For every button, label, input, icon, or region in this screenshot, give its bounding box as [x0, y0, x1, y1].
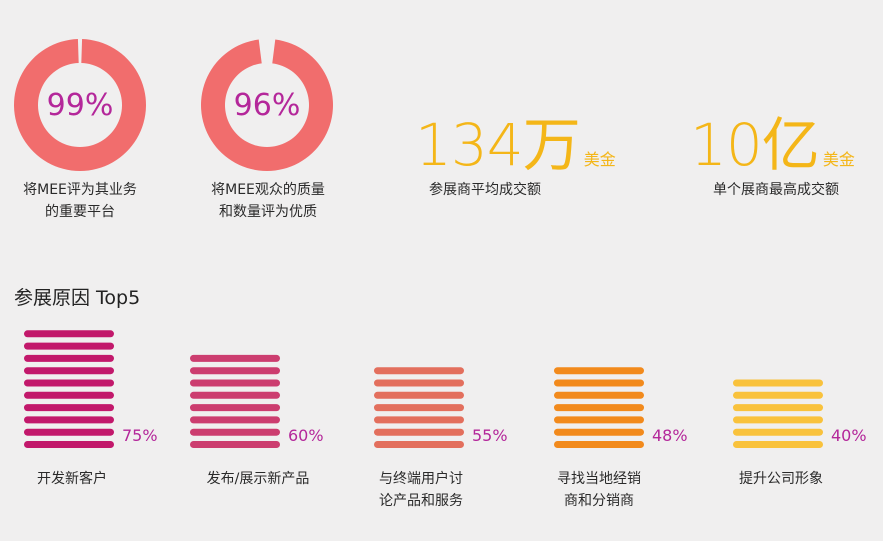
bar-2-stripe: [190, 391, 280, 399]
bar-5-stripe: [733, 379, 823, 387]
bar-1-category-line-1: 开发新客户: [37, 471, 107, 487]
bar-2-stripe: [190, 379, 280, 387]
bar-5-stripe: [733, 428, 823, 436]
donut-ring-1: [13, 39, 146, 172]
bar-2-stripe: [190, 367, 280, 375]
bar-2-stripe: [190, 428, 280, 436]
bar-1-stripe: [24, 428, 114, 436]
bar-4-stripe: [554, 441, 644, 448]
donut-caption-2-line-1: 将MEE观众的质量: [211, 182, 325, 198]
bar-5-category-label: 提升公司形象: [711, 468, 851, 490]
bar-1-stripe: [24, 379, 114, 387]
bar-1-stripe: [24, 367, 114, 375]
bar-2-category-label: 发布/展示新产品: [188, 468, 328, 490]
chart-title: 参展原因 Top5: [14, 287, 141, 309]
bar-3-stripe: [374, 416, 464, 424]
bar-1-value-label: 75%: [122, 426, 158, 445]
bar-4-category-label: 寻找当地经销 商和分销商: [529, 468, 669, 512]
big-stat-1: 134万 美金: [415, 98, 616, 182]
bar-2: [190, 354, 280, 448]
big-stat-1-caption: 参展商平均成交额: [429, 182, 541, 198]
bar-4-value-label: 48%: [652, 426, 688, 445]
bar-5-stripe: [733, 441, 823, 448]
donut-percent-1: 99%: [46, 87, 114, 123]
bar-4-stripe: [554, 428, 644, 436]
bar-3: [374, 367, 464, 448]
bar-5-stripe: [733, 391, 823, 399]
bar-3-stripe: [374, 379, 464, 387]
big-stat-2-caption: 单个展商最高成交额: [713, 182, 839, 198]
bar-1: [24, 330, 114, 448]
bar-3-stripe: [374, 441, 464, 448]
big-stat-2-unit: 美金: [822, 150, 855, 169]
bar-3-stripe: [374, 391, 464, 399]
bar-4-stripe: [554, 379, 644, 387]
bar-1-stripe: [24, 342, 114, 350]
bar-3-stripe: [374, 367, 464, 375]
bar-4: [554, 367, 644, 448]
donut-chart-2: 96%: [200, 38, 334, 172]
bar-2-value-label: 60%: [288, 426, 324, 445]
bar-2-stripe: [190, 404, 280, 412]
bar-1-stripe: [24, 330, 114, 338]
bar-5-value-label: 40%: [831, 426, 867, 445]
bar-2-stripe: [190, 354, 280, 362]
big-stat-1-unit: 美金: [583, 150, 616, 169]
bar-4-stripe: [554, 391, 644, 399]
donut-caption-1: 将MEE评为其业务 的重要平台: [20, 179, 140, 223]
bar-3-stripe: [374, 428, 464, 436]
bar-4-stripe: [554, 404, 644, 412]
bar-1-stripe: [24, 441, 114, 448]
donut-arc-2: [201, 39, 333, 171]
donut-arc-1: [13, 39, 146, 172]
bar-5-category-line-1: 提升公司形象: [739, 471, 823, 487]
donut-ring-2: [201, 39, 333, 171]
bar-1-stripe: [24, 404, 114, 412]
donut-caption-1-line-1: 将MEE评为其业务: [23, 182, 137, 198]
donut-percent-2: 96%: [233, 87, 301, 123]
big-stat-2: 10亿 美金: [690, 98, 855, 182]
bar-5-stripe: [733, 404, 823, 412]
bar-2-stripe: [190, 441, 280, 448]
bar-4-stripe: [554, 367, 644, 375]
bar-3-stripe: [374, 404, 464, 412]
bar-1-stripe: [24, 416, 114, 424]
donut-caption-2-line-2: 和数量评为优质: [219, 204, 317, 220]
bar-3-category-line-1: 与终端用户讨: [379, 471, 463, 487]
bar-3-category-line-2: 论产品和服务: [379, 493, 463, 509]
bar-3-value-label: 55%: [472, 426, 508, 445]
big-stat-2-number: 10亿: [690, 111, 820, 179]
bar-4-category-line-2: 商和分销商: [564, 493, 634, 509]
bar-1-stripe: [24, 391, 114, 399]
bar-2-stripe: [190, 416, 280, 424]
bar-4-stripe: [554, 416, 644, 424]
bar-1-stripe: [24, 354, 114, 362]
donut-caption-2: 将MEE观众的质量 和数量评为优质: [207, 179, 329, 223]
bar-3-category-label: 与终端用户讨 论产品和服务: [351, 468, 491, 512]
bar-4-category-line-1: 寻找当地经销: [557, 471, 641, 487]
bar-5-stripe: [733, 416, 823, 424]
donut-chart-1: 99%: [13, 38, 147, 172]
bar-1-category-label: 开发新客户: [2, 468, 142, 490]
big-stat-1-number: 134万: [415, 111, 581, 179]
bar-5: [733, 379, 823, 448]
bar-2-category-line-1: 发布/展示新产品: [206, 471, 310, 487]
donut-caption-1-line-2: 的重要平台: [45, 204, 115, 220]
